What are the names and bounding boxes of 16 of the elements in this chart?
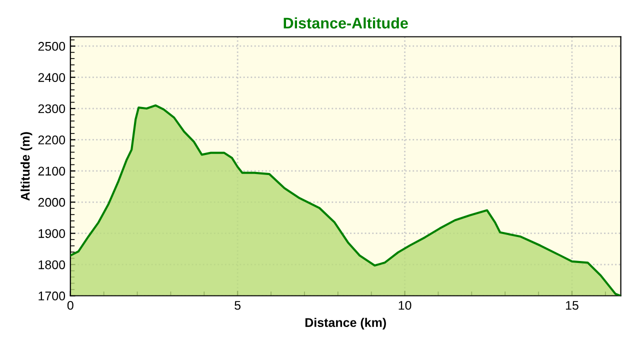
x-tick-label: 0: [67, 300, 74, 310]
y-tick-label: 2500: [38, 42, 66, 51]
y-tick-label: 2100: [38, 166, 66, 176]
x-tick-label: 15: [566, 301, 578, 310]
y-tick-label: 2300: [38, 104, 66, 114]
x-tick-label: 10: [398, 300, 412, 310]
y-tick-label: 2400: [38, 73, 66, 82]
x-tick-label: 5: [234, 301, 241, 310]
chart-title: Distance-Altitude: [284, 17, 408, 29]
y-axis-title: Altitude (m): [20, 132, 32, 201]
y-tick-label: 2200: [38, 136, 66, 144]
y-tick-label: 2000: [38, 198, 66, 207]
x-axis-title: Distance (km): [305, 318, 386, 330]
y-tick-label: 1900: [38, 229, 66, 238]
y-tick-label: 1700: [38, 292, 66, 300]
y-tick-label: 1800: [38, 260, 66, 270]
